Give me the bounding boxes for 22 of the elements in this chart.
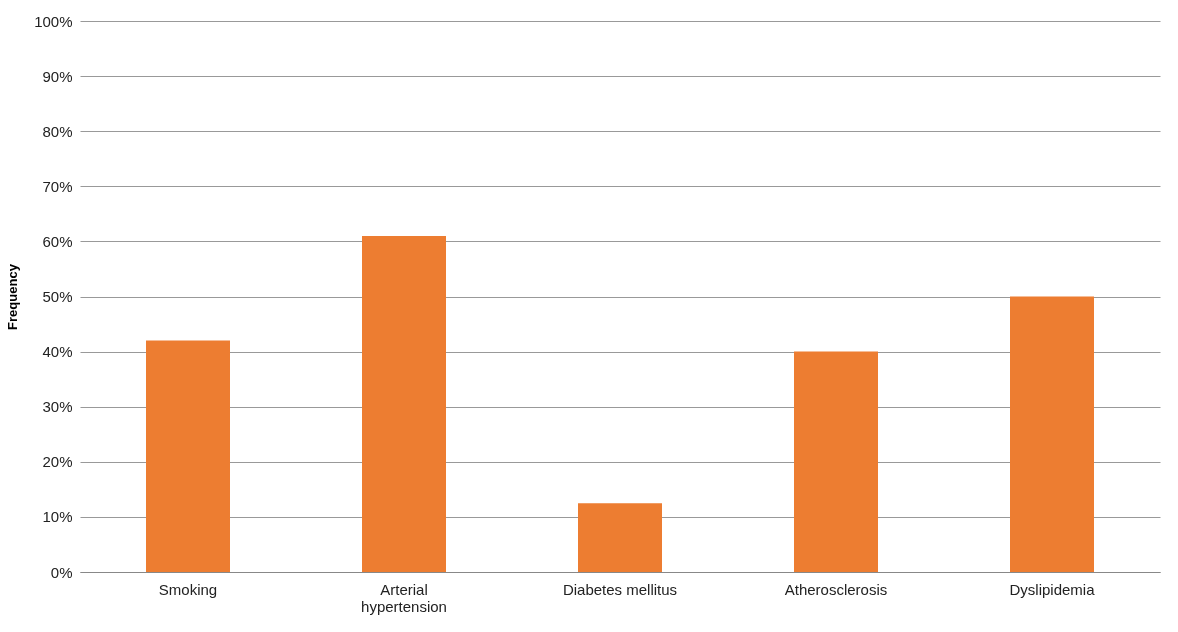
bar — [362, 235, 446, 572]
x-tick-label: Arterial hypertension — [361, 580, 447, 615]
y-tick-label: 10% — [42, 508, 73, 526]
bar — [146, 340, 230, 572]
y-tick-label: 40% — [42, 343, 73, 361]
y-tick-label: 90% — [42, 67, 73, 85]
bar — [794, 351, 878, 572]
y-tick-label: 0% — [50, 563, 73, 581]
x-tick-label: Smoking — [158, 580, 218, 598]
y-tick-label: 100% — [34, 12, 73, 30]
bar — [1010, 296, 1094, 572]
y-tick-label: 60% — [42, 232, 73, 250]
x-tick-label: Atherosclerosis — [784, 580, 888, 598]
y-tick-label: 50% — [42, 288, 73, 305]
y-tick-label: 30% — [42, 398, 73, 416]
bar — [578, 503, 662, 572]
x-tick-label: Dyslipidemia — [1009, 580, 1096, 598]
y-tick-label: 80% — [42, 122, 73, 140]
y-tick-label: 20% — [42, 453, 73, 471]
y-axis-title: Frequency — [5, 263, 21, 330]
x-tick-label: Diabetes mellitus — [562, 580, 678, 598]
y-tick-label: 70% — [42, 177, 73, 195]
